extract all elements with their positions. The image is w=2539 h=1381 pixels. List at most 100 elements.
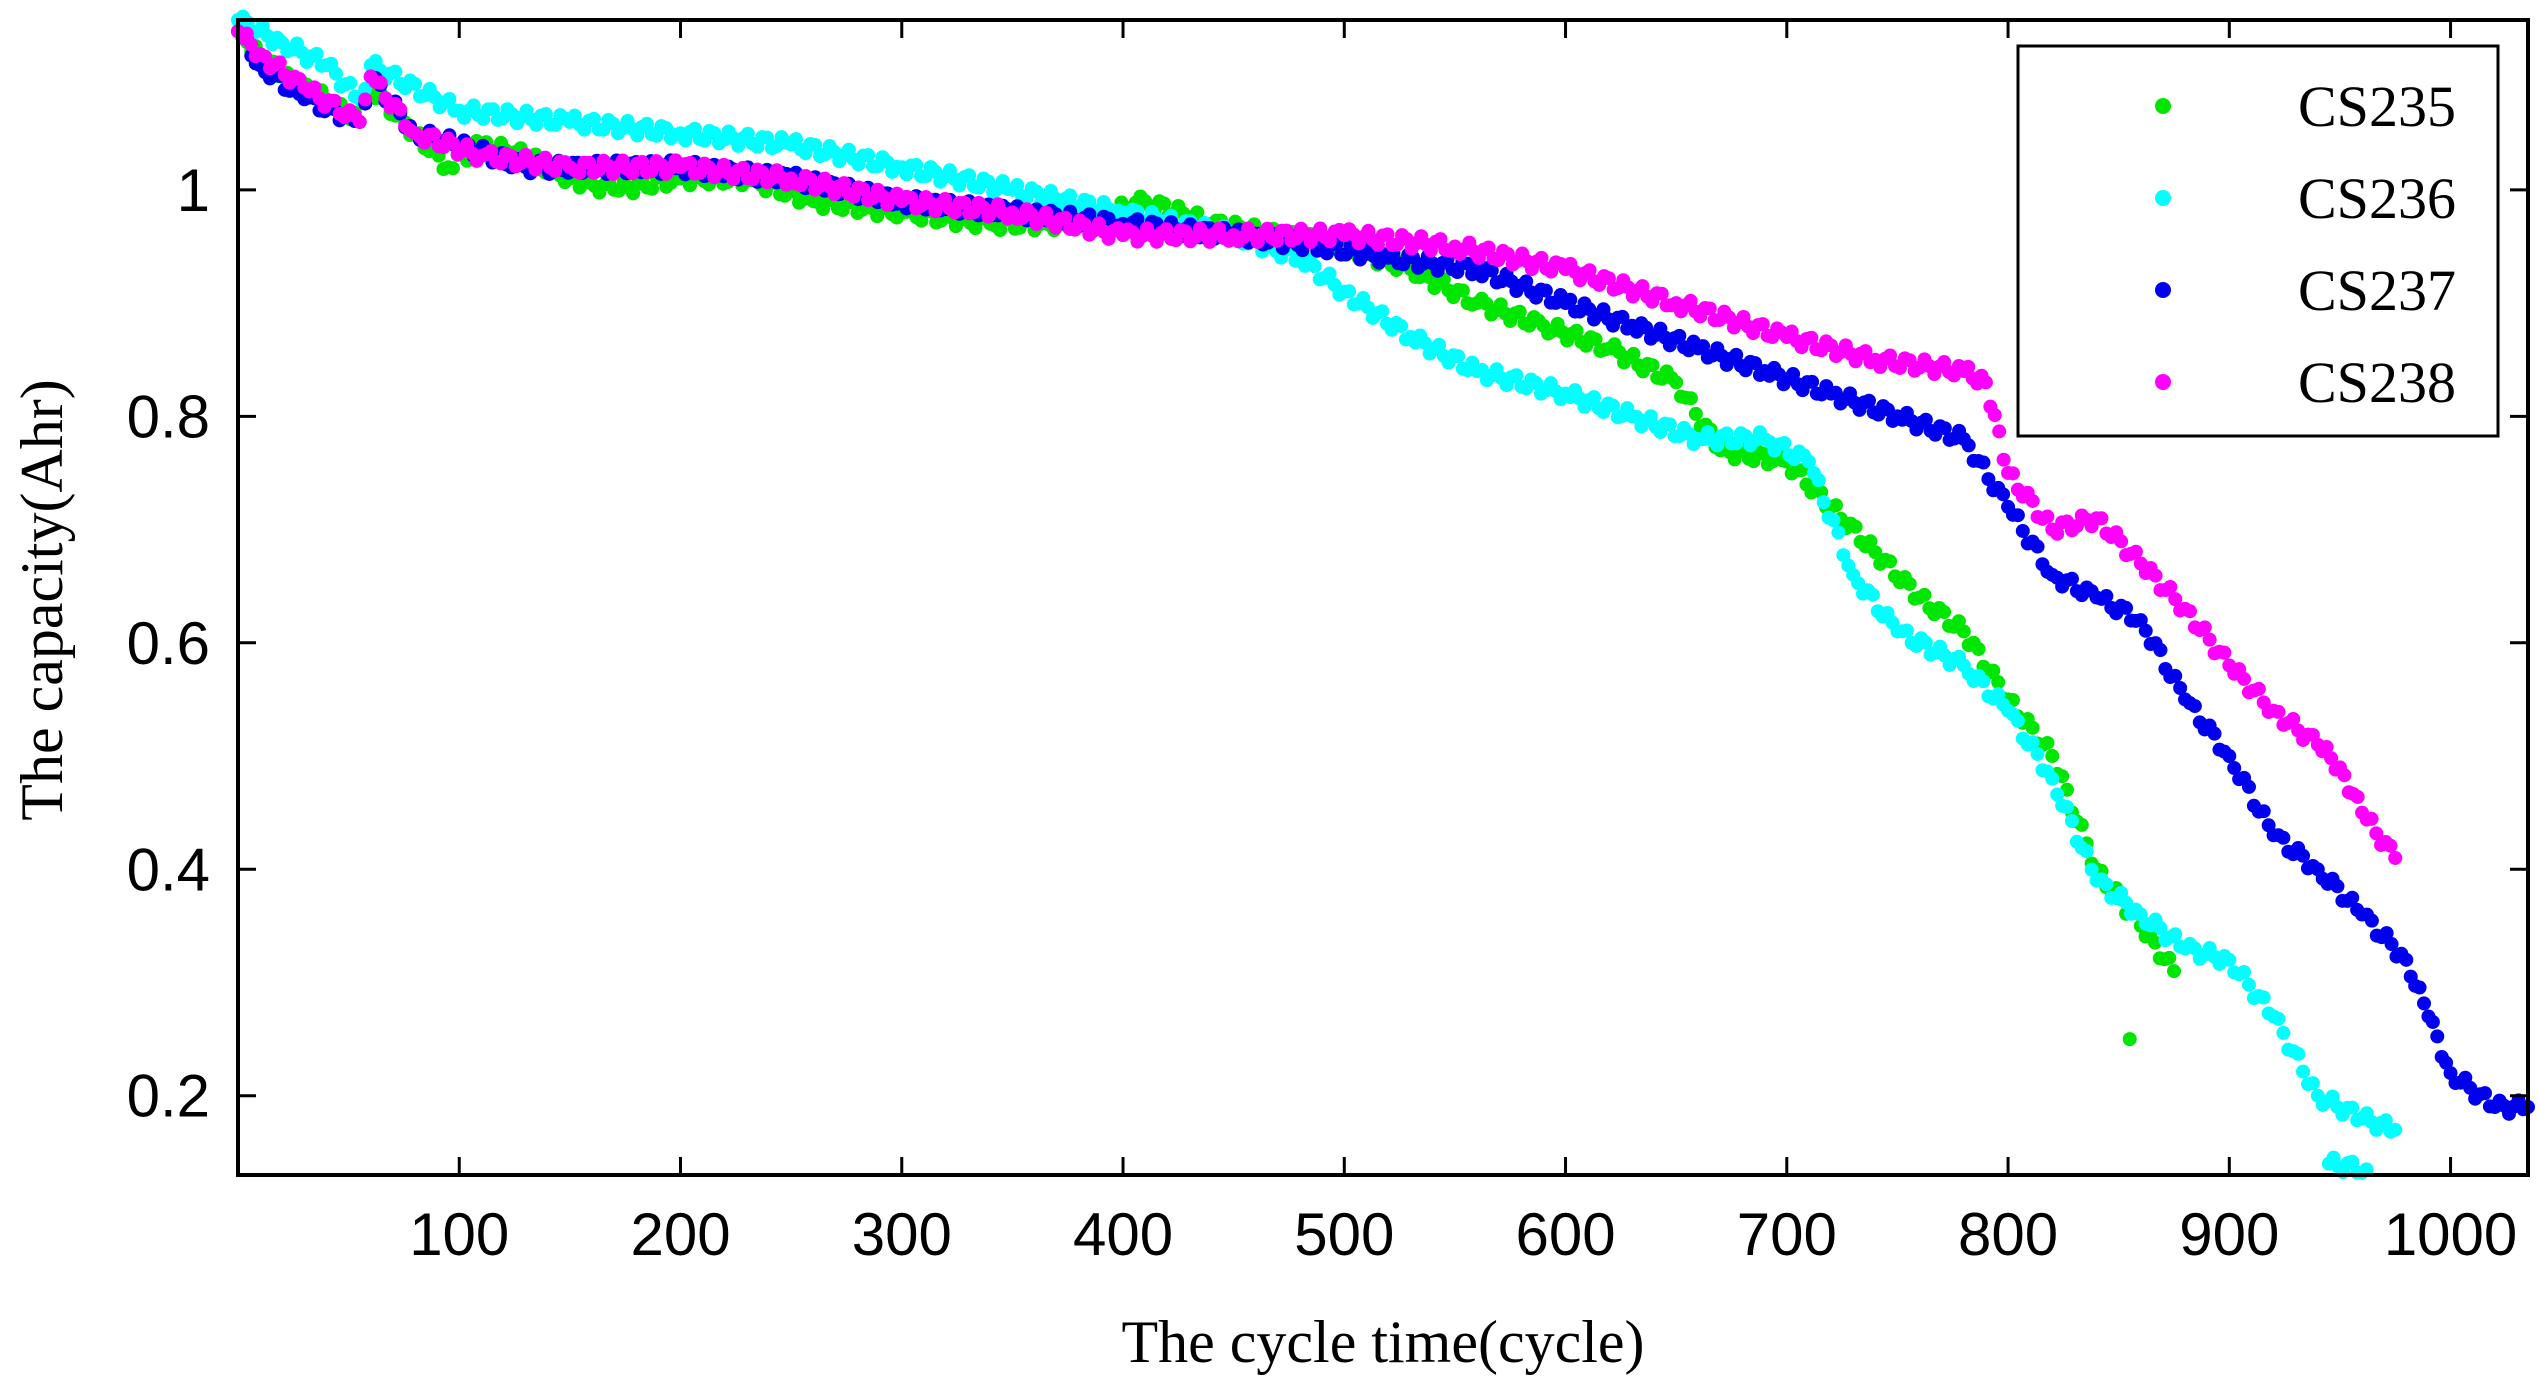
data-point (2030, 746, 2045, 761)
data-point (639, 116, 654, 131)
legend-label: CS235 (2298, 74, 2456, 139)
data-point (2122, 1032, 2137, 1047)
data-point (1978, 375, 1993, 390)
data-point (2119, 600, 2134, 615)
data-point (2168, 668, 2183, 683)
data-point (1991, 675, 2006, 690)
data-point (2337, 768, 2352, 783)
data-point (1971, 642, 1986, 657)
data-point (1917, 587, 1932, 602)
data-point (2025, 735, 2040, 750)
data-point (1586, 390, 1601, 405)
data-point (2399, 952, 2414, 967)
x-tick-label: 500 (1294, 1201, 1394, 1268)
data-point (2271, 1011, 2286, 1026)
data-point (1865, 587, 1880, 602)
data-point (2384, 937, 2399, 952)
x-tick-label: 1000 (2384, 1201, 2517, 1268)
data-point (2050, 526, 2065, 541)
data-point (352, 114, 367, 129)
x-tick-label: 600 (1515, 1201, 1615, 1268)
data-point (2114, 534, 2129, 549)
data-point (2094, 511, 2109, 526)
data-point (2325, 1089, 2340, 1104)
data-point (586, 111, 601, 126)
x-axis-title: The cycle time(cycle) (1121, 1309, 1644, 1375)
data-point (373, 75, 388, 90)
data-point (2064, 813, 2079, 828)
series-cs236 (231, 9, 2403, 1180)
data-point (1976, 674, 1991, 689)
data-point (1588, 332, 1603, 347)
data-point (2330, 879, 2345, 894)
data-point (2197, 620, 2212, 635)
data-point (2291, 1046, 2306, 1061)
data-point (1918, 412, 1933, 427)
data-point (307, 80, 322, 95)
data-point (1937, 421, 1952, 436)
data-point (1010, 178, 1025, 193)
data-point (2379, 926, 2394, 941)
data-point (2079, 844, 2094, 859)
data-point (687, 121, 702, 136)
data-point (272, 55, 287, 70)
data-point (2319, 740, 2334, 755)
data-point (1858, 344, 1873, 359)
data-point (1519, 274, 1534, 289)
data-point (2133, 613, 2148, 628)
data-point (2119, 895, 2134, 910)
data-point (1635, 279, 1650, 294)
data-point (1868, 545, 1883, 560)
data-point (2276, 830, 2291, 845)
data-point (2202, 632, 2217, 647)
data-point (2166, 964, 2181, 979)
data-point (1956, 624, 1971, 639)
data-point (2227, 761, 2242, 776)
data-point (1563, 292, 1578, 307)
data-point (2345, 890, 2360, 905)
data-point (1996, 487, 2011, 502)
data-point (2182, 604, 2197, 619)
data-point (1811, 473, 1826, 488)
data-point (1883, 348, 1898, 363)
data-point (760, 130, 775, 145)
data-point (1961, 359, 1976, 374)
data-point (2256, 804, 2271, 819)
data-point (2296, 1064, 2311, 1079)
data-point (2241, 779, 2256, 794)
data-point (2388, 1122, 2403, 1137)
legend-marker (2155, 98, 2171, 114)
data-point (1828, 498, 1843, 513)
data-point (2222, 952, 2237, 967)
data-point (442, 91, 457, 106)
data-point (2138, 623, 2153, 638)
data-point (1805, 374, 1820, 389)
y-tick-label: 0.2 (127, 1063, 210, 1130)
data-point (1615, 309, 1630, 324)
data-point (2241, 977, 2256, 992)
data-point (2425, 1014, 2440, 1029)
data-point (1433, 232, 1448, 247)
data-point (2010, 508, 2025, 523)
legend-label: CS237 (2298, 258, 2456, 323)
data-point (2477, 1086, 2492, 1101)
data-point (239, 26, 254, 41)
data-point (2040, 735, 2055, 750)
legend-marker (2155, 190, 2171, 206)
data-point (1432, 337, 1447, 352)
data-point (2383, 838, 2398, 853)
data-point (909, 157, 924, 172)
y-tick-label: 0.4 (127, 836, 210, 903)
data-point (1538, 283, 1553, 298)
data-point (2207, 726, 2222, 741)
data-point (393, 102, 408, 117)
data-point (1801, 454, 1816, 469)
data-point (1451, 349, 1466, 364)
x-tick-label: 800 (1958, 1201, 2058, 1268)
data-point (1645, 358, 1660, 373)
data-point (2286, 712, 2301, 727)
data-point (2045, 749, 2060, 764)
data-point (2256, 990, 2271, 1005)
data-point (2045, 771, 2060, 786)
data-point (408, 76, 423, 91)
